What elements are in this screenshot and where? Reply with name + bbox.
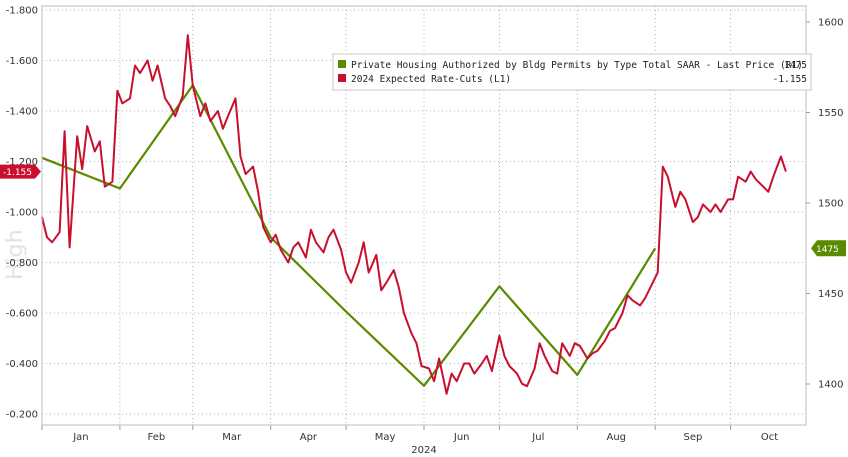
y-left-tick-label: -0.400 — [6, 359, 38, 370]
x-tick-label: May — [375, 432, 396, 443]
y-right-tick-label: 1500 — [818, 199, 843, 210]
x-tick-label: Jul — [531, 432, 544, 443]
legend-swatch — [338, 74, 346, 82]
right-current-tag-label: 1475 — [816, 245, 839, 255]
series-line-housing-permits — [41, 84, 657, 387]
x-tick-label: Mar — [222, 432, 242, 443]
left-current-tag — [0, 164, 41, 179]
left-current-tag-label: -1.155 — [3, 168, 32, 178]
legend-entry-label: 2024 Expected Rate-Cuts (L1) — [351, 74, 511, 85]
watermark: High — [3, 229, 28, 280]
x-tick-label: Sep — [683, 432, 702, 443]
right-current-tag — [811, 240, 846, 257]
x-tick-label: Feb — [147, 432, 165, 443]
y-left-tick-label: -0.600 — [6, 309, 38, 320]
y-left-tick-label: -1.600 — [6, 56, 38, 67]
x-tick-label: Jan — [72, 432, 88, 443]
y-right-tick-label: 1600 — [818, 18, 843, 29]
x-tick-label: Oct — [761, 432, 778, 443]
y-left-tick-label: -1.800 — [6, 6, 38, 17]
y-right-tick-label: 1550 — [818, 108, 843, 119]
y-left-tick-label: -1.400 — [6, 107, 38, 118]
x-tick-label: Jun — [453, 432, 470, 443]
y-left-tick-label: -0.200 — [6, 410, 38, 421]
series-line-rate-cuts — [41, 34, 787, 395]
y-left-tick-label: -1.200 — [6, 157, 38, 168]
legend-entry-value: 1475 — [784, 60, 807, 71]
y-left-tick-label: -0.800 — [6, 258, 38, 269]
y-right-tick-label: 1450 — [818, 289, 843, 300]
x-tick-label: Apr — [300, 432, 318, 443]
x-tick-label: Aug — [606, 432, 626, 443]
y-left-tick-label: -1.000 — [6, 208, 38, 219]
legend-entry-label: Private Housing Authorized by Bldg Permi… — [351, 60, 803, 71]
x-year-label: 2024 — [411, 445, 436, 456]
legend-swatch — [338, 60, 346, 68]
legend — [332, 53, 812, 91]
legend-entry-value: -1.155 — [773, 74, 807, 85]
y-right-tick-label: 1400 — [818, 380, 843, 391]
